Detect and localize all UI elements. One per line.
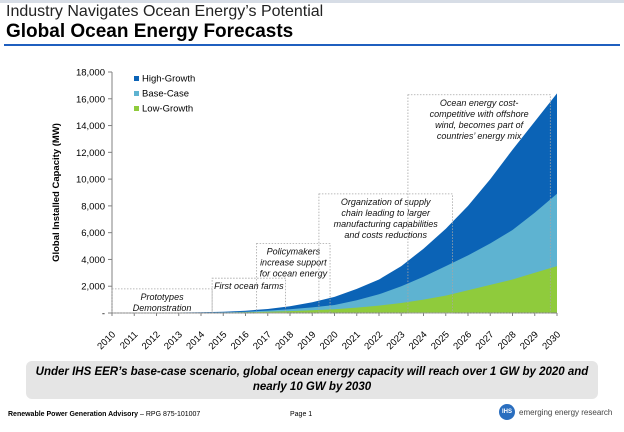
milestone-box-2: [211, 277, 286, 314]
y-tick-label-0: -: [102, 309, 105, 320]
x-tick-label-2023: 2023: [385, 329, 408, 352]
slide-title: Global Ocean Energy Forecasts: [6, 21, 294, 42]
legend-label-high-growth: High-Growth: [142, 74, 195, 85]
milestone-box-3: [256, 242, 331, 314]
x-tick-label-2028: 2028: [496, 329, 519, 352]
area-high-growth: [112, 93, 557, 314]
milestone-label-3-line-2: increase support: [260, 257, 327, 267]
milestone-label-2-line-1: First ocean farms: [214, 281, 284, 291]
milestone-label-1-line-1: Prototypes: [141, 292, 185, 302]
x-tick-label-2026: 2026: [451, 329, 474, 352]
company-name: emerging energy research: [519, 408, 613, 417]
milestone-label-5-line-3: wind, becomes part of: [435, 120, 525, 130]
legend-swatch-base-case: [134, 91, 139, 96]
x-tick-label-2027: 2027: [474, 329, 497, 352]
y-tick-label-12000: 12,000: [76, 148, 105, 159]
x-tick-label-2021: 2021: [340, 329, 363, 352]
milestone-label-5-line-4: countries’ energy mix: [437, 131, 522, 141]
x-tick-label-2017: 2017: [251, 329, 274, 352]
milestone-label-4-line-2: chain leading to larger: [341, 208, 431, 218]
x-tick-label-2029: 2029: [518, 329, 541, 352]
legend-label-base-case: Base-Case: [142, 89, 189, 100]
milestone-box-5: [407, 94, 551, 314]
milestone-label-4-line-1: Organization of supply: [341, 197, 431, 207]
y-tick-label-18000: 18,000: [76, 68, 105, 79]
area-low-growth: [112, 266, 557, 313]
x-tick-label-2016: 2016: [229, 329, 252, 352]
footer-program-ref: – RPG 875-101007: [138, 411, 201, 418]
capacity-forecast-chart: - 2,000 4,000 6,000 8,000 10,000 12,000 14,000 1…: [51, 68, 563, 353]
footer-program-name: Renewable Power Generation Advisory: [8, 411, 139, 418]
y-tick-label-16000: 16,000: [76, 94, 105, 105]
top-rule: [0, 0, 624, 3]
legend-swatch-high-growth: [134, 76, 139, 81]
title-divider: [4, 44, 620, 46]
milestone-box-4: [318, 193, 453, 314]
x-tick-label-2014: 2014: [184, 329, 207, 352]
y-axis-title: Global Installed Capacity (MW): [51, 123, 62, 262]
slide-kicker: Industry Navigates Ocean Energy’s Potent…: [6, 3, 324, 20]
x-tick-label-2019: 2019: [296, 329, 319, 352]
x-tick-label-2020: 2020: [318, 329, 341, 352]
x-tick-label-2011: 2011: [118, 329, 140, 351]
y-tick-label-8000: 8,000: [81, 201, 105, 212]
milestone-label-4-line-4: and costs reductions: [344, 230, 427, 240]
x-tick-label-2018: 2018: [273, 329, 296, 352]
y-tick-label-6000: 6,000: [81, 228, 105, 239]
footer-program: Renewable Power Generation Advisory – RP…: [8, 411, 200, 418]
y-tick-label-14000: 14,000: [76, 121, 105, 132]
x-tick-label-2024: 2024: [407, 329, 430, 352]
milestone-label-5-line-1: Ocean energy cost-: [440, 98, 519, 108]
y-tick-label-4000: 4,000: [81, 255, 105, 266]
summary-callout: Under IHS EER’s base-case scenario, glob…: [26, 361, 598, 399]
milestone-label-5-line-2: competitive with offshore: [430, 109, 529, 119]
milestone-box-1: [111, 288, 213, 314]
callout-line-1: Under IHS EER’s base-case scenario, glob…: [35, 366, 589, 378]
x-tick-label-2012: 2012: [140, 329, 163, 352]
milestone-label-4-line-3: manufacturing capabilities: [334, 219, 439, 229]
y-tick-label-2000: 2,000: [81, 282, 105, 293]
company-logo-icon: IHS: [499, 404, 515, 420]
x-tick-label-2030: 2030: [540, 329, 563, 352]
x-tick-label-2022: 2022: [362, 329, 385, 352]
x-tick-label-2010: 2010: [95, 329, 118, 352]
milestone-label-1-line-2: Demonstration: [133, 303, 192, 313]
legend-label-low-growth: Low-Growth: [142, 104, 193, 115]
y-tick-label-10000: 10,000: [76, 175, 105, 186]
milestone-label-3-line-3: for ocean energy: [260, 268, 328, 278]
legend-swatch-low-growth: [134, 106, 139, 111]
milestone-label-3-line-1: Policymakers: [267, 246, 321, 256]
x-tick-label-2015: 2015: [207, 329, 230, 352]
x-tick-label-2025: 2025: [429, 329, 452, 352]
footer-page-number: Page 1: [290, 411, 313, 418]
x-tick-label-2013: 2013: [162, 329, 185, 352]
area-base-case: [112, 193, 557, 313]
callout-line-2: nearly 10 GW by 2030: [252, 381, 372, 393]
